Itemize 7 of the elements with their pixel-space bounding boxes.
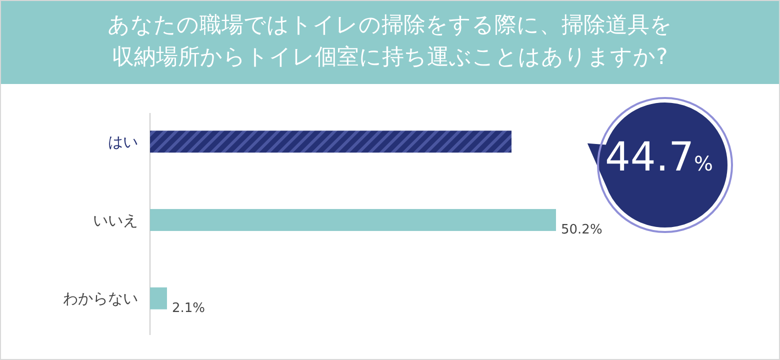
data-label: 2.1% (172, 300, 206, 316)
data-label: 44.7% (604, 134, 714, 181)
y-tick-label: はい (108, 132, 138, 151)
data-label: 50.2% (561, 222, 602, 238)
chart-title: あなたの職場ではトイレの掃除をする際に、掃除道具を収納場所からトイレ個室に持ち運ぶことはありますか? (108, 13, 672, 70)
y-tick-label: いいえ (93, 211, 138, 230)
y-tick-label: わからない (63, 290, 138, 308)
